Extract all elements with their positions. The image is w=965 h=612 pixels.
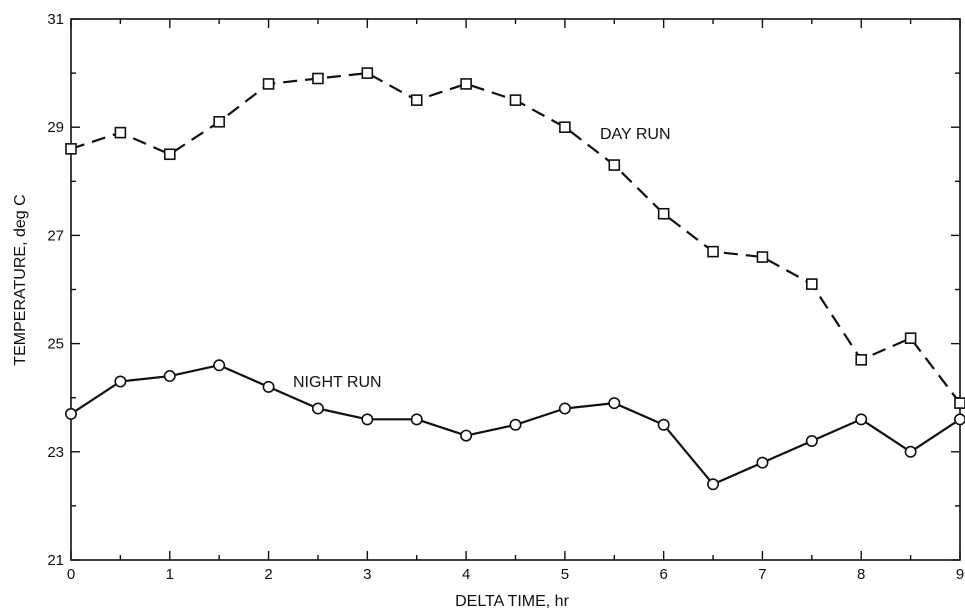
data-point-night-run — [954, 413, 965, 426]
series-line-day-run — [70, 71, 961, 404]
data-point-day-run — [65, 143, 77, 155]
data-point-day-run — [559, 121, 571, 133]
data-point-day-run — [361, 67, 374, 79]
x-tick-label: 9 — [956, 566, 964, 583]
x-axis-title: DELTA TIME, hr — [455, 593, 569, 610]
data-point-day-run — [410, 94, 423, 106]
y-tick-label: 23 — [47, 444, 64, 461]
data-point-night-run — [608, 397, 621, 410]
data-point-day-run — [114, 126, 127, 139]
data-point-day-run — [509, 94, 522, 106]
data-point-night-run — [558, 402, 571, 415]
data-point-night-run — [904, 445, 917, 458]
data-point-night-run — [163, 370, 176, 383]
y-axis-title: TEMPERATURE, deg C — [12, 194, 29, 365]
y-tick-label: 31 — [47, 11, 64, 28]
data-point-day-run — [163, 148, 176, 161]
data-point-day-run — [756, 251, 769, 263]
data-point-night-run — [65, 407, 78, 420]
data-point-day-run — [657, 207, 670, 220]
series-layer — [65, 67, 965, 491]
ticks — [70, 18, 961, 561]
data-point-night-run — [114, 375, 127, 388]
x-tick-label: 8 — [857, 566, 865, 583]
y-tick-label: 29 — [47, 119, 64, 136]
x-tick-label: 0 — [67, 566, 75, 583]
data-point-night-run — [805, 434, 818, 447]
data-point-day-run — [707, 245, 719, 258]
data-point-night-run — [213, 359, 226, 372]
x-tick-label: 5 — [561, 566, 569, 583]
data-point-night-run — [509, 418, 522, 431]
x-tick-label: 3 — [363, 566, 371, 583]
series-label-day-run: DAY RUN — [600, 126, 671, 143]
data-point-night-run — [657, 418, 670, 431]
data-point-day-run — [608, 159, 621, 171]
x-tick-label: 1 — [166, 566, 174, 583]
data-point-night-run — [410, 413, 423, 426]
y-tick-label: 25 — [47, 336, 64, 353]
data-point-night-run — [311, 402, 324, 415]
data-point-day-run — [954, 397, 965, 409]
data-point-night-run — [756, 456, 769, 469]
data-point-night-run — [361, 413, 374, 426]
data-point-day-run — [460, 78, 472, 90]
data-point-day-run — [855, 354, 868, 366]
data-point-day-run — [806, 278, 818, 290]
x-tick-label: 6 — [659, 566, 667, 583]
data-point-night-run — [460, 429, 473, 442]
data-point-day-run — [262, 78, 275, 90]
x-tick-label: 7 — [758, 566, 766, 583]
series-label-night-run: NIGHT RUN — [293, 374, 382, 391]
data-point-day-run — [904, 332, 917, 344]
data-point-night-run — [855, 413, 868, 426]
data-point-night-run — [262, 380, 275, 393]
data-point-day-run — [312, 72, 324, 85]
data-point-day-run — [213, 115, 225, 128]
y-tick-label: 21 — [47, 552, 64, 569]
x-tick-label: 2 — [264, 566, 272, 583]
x-tick-label: 4 — [462, 566, 470, 583]
y-tick-label: 27 — [47, 227, 64, 244]
data-point-night-run — [707, 478, 720, 491]
